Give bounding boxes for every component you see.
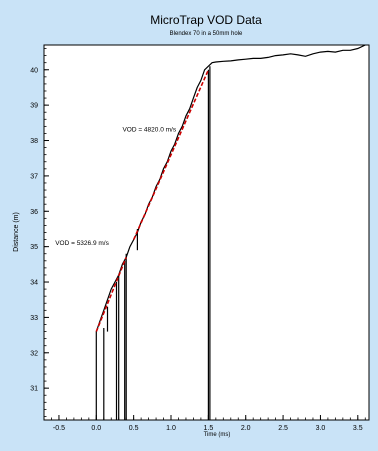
y-tick-label: 34	[30, 280, 38, 287]
x-tick-label: 1.5	[204, 425, 214, 432]
y-axis-label: Distance (m)	[13, 212, 20, 252]
x-tick-label: 0.0	[91, 425, 101, 432]
x-tick-label: 1.0	[166, 425, 176, 432]
y-tick-label: 31	[30, 386, 38, 393]
chart-annotations: VOD = 4820.0 m/s VOD = 5326.9 m/s	[55, 127, 177, 247]
x-axis-label: Time (ms)	[204, 432, 231, 438]
fit-line-11	[132, 69, 210, 240]
fit-line-10	[95, 257, 127, 332]
y-tick-label: 33	[30, 315, 38, 322]
plot-area	[43, 44, 370, 421]
x-tick-label: 2.0	[241, 425, 251, 432]
chart-marks	[95, 44, 366, 420]
y-tick-label: 40	[30, 67, 38, 74]
y-tick-label: 35	[30, 244, 38, 251]
vod-annotation: VOD = 4820.0 m/s	[122, 127, 176, 134]
y-tick-label: 36	[30, 209, 38, 216]
x-tick-label: 3.0	[316, 425, 326, 432]
chart-title: MicroTrap VOD Data	[150, 13, 262, 27]
y-tick-label: 39	[30, 103, 38, 110]
x-tick-label: 2.5	[278, 425, 288, 432]
y-tick-label: 37	[30, 173, 38, 180]
x-tick-label: -0.5	[53, 425, 65, 432]
chart-subtitle: Blendex 70 in a 50mm hole	[170, 31, 243, 37]
vod-annotation: VOD = 5326.9 m/s	[55, 240, 109, 247]
x-tick-label: 3.5	[353, 425, 363, 432]
y-tick-label: 32	[30, 350, 38, 357]
x-tick-label: 0.5	[129, 425, 139, 432]
y-tick-label: 38	[30, 138, 38, 145]
